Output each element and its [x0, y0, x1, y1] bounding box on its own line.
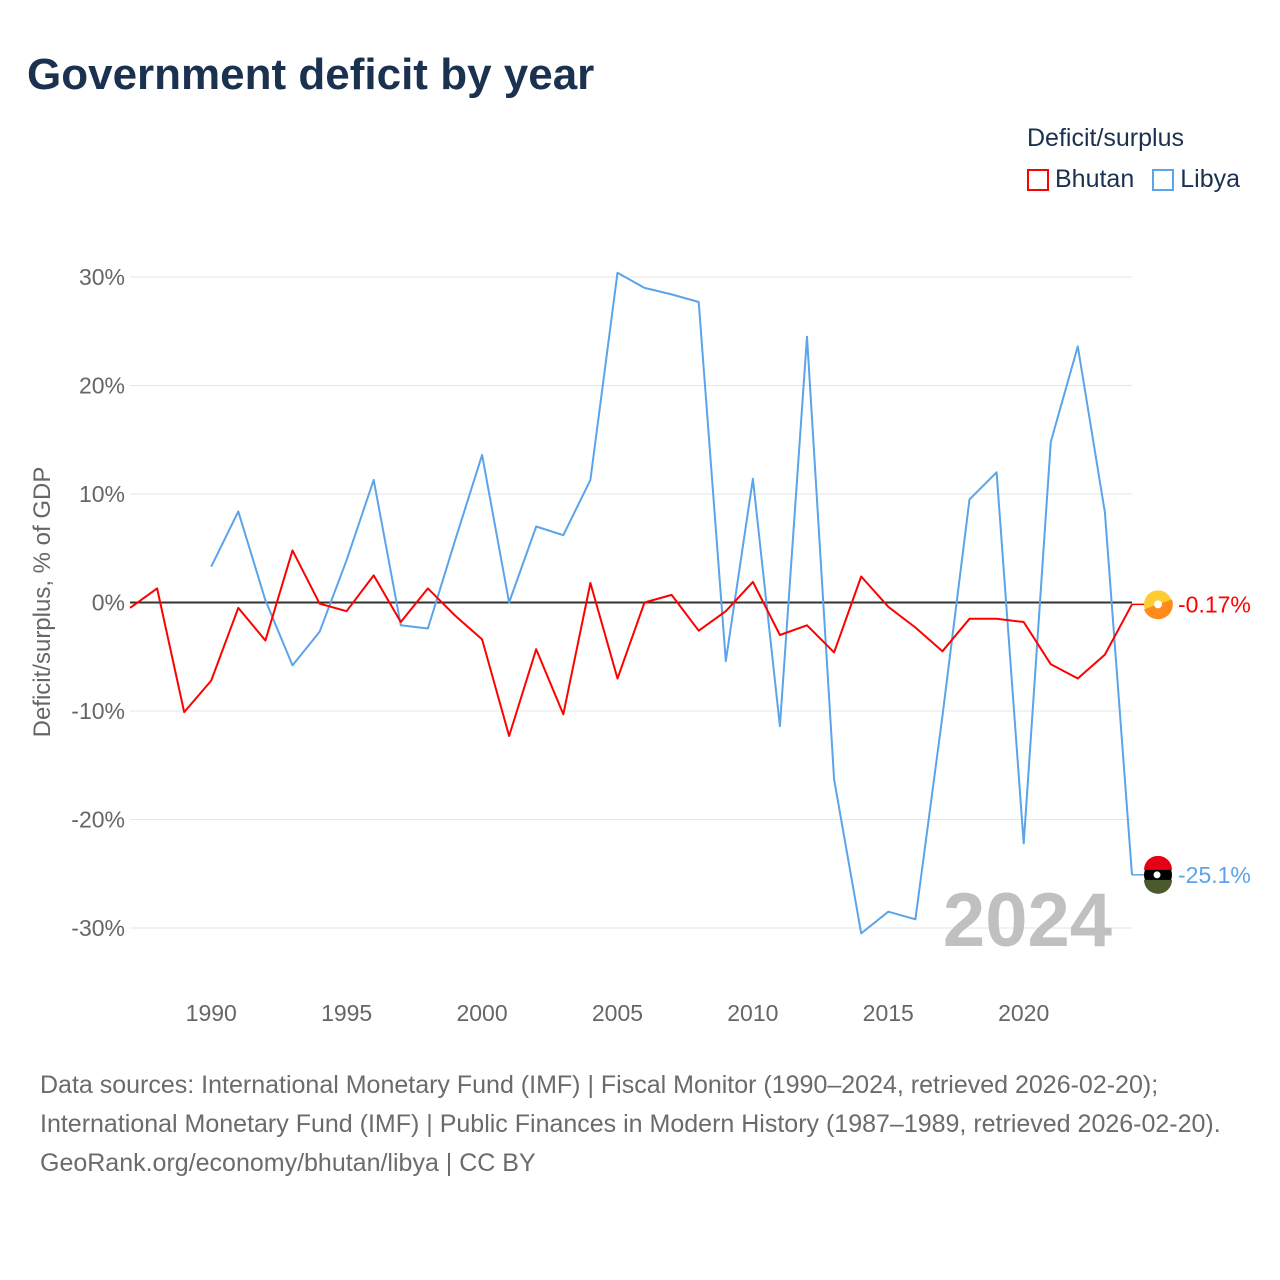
y-axis-label: Deficit/surplus, % of GDP [29, 467, 56, 738]
y-tick-label: -20% [71, 807, 125, 833]
x-tick-label: 1995 [321, 1000, 372, 1026]
legend-title: Deficit/surplus [1026, 124, 1184, 152]
end-value-label: -0.17% [1178, 591, 1251, 617]
legend-item-bhutan[interactable]: Bhutan [1026, 165, 1135, 194]
x-tick-label: 2015 [863, 1000, 914, 1026]
legend-label: Bhutan [1054, 165, 1135, 193]
y-tick-label: 30% [79, 264, 125, 290]
line-chart: 30% 20% 10% 0% -10% -20% -30% 1990 1995 2000 2005 2… [29, 264, 1251, 1026]
legend-item-libya[interactable]: Libya [1152, 165, 1240, 194]
flag-green [1144, 879, 1172, 894]
flag-dragon [1154, 600, 1162, 609]
x-tick-label: 1990 [186, 1000, 237, 1026]
x-tick-label: 2020 [998, 1000, 1049, 1026]
y-tick-label: -30% [71, 915, 125, 941]
footer: Data sources: International Monetary Fun… [40, 1066, 1240, 1183]
legend: Deficit/surplus Bhutan Libya [1026, 124, 1240, 194]
x-tick-label: 2000 [456, 1000, 507, 1026]
end-value-label: -25.1% [1178, 862, 1251, 888]
y-tick-label: -10% [71, 698, 125, 724]
credit-link[interactable]: GeoRank.org/economy/bhutan/libya | CC BY [40, 1149, 536, 1177]
year-watermark: 2024 [943, 878, 1112, 963]
x-tick-label: 2005 [592, 1000, 643, 1026]
legend-swatch-libya [1152, 168, 1175, 191]
legend-swatch-bhutan [1026, 168, 1049, 191]
series-line-libya [210, 271, 1133, 935]
series-line-bhutan [129, 549, 1133, 737]
libya-flag-icon [1144, 855, 1172, 894]
chart-title: Government deficit by year [27, 50, 595, 99]
bhutan-flag-icon [1144, 590, 1173, 620]
data-sources: Data sources: International Monetary Fun… [40, 1071, 1221, 1138]
y-tick-label: 10% [79, 481, 125, 507]
legend-label: Libya [1180, 165, 1240, 193]
flag-crescent [1153, 871, 1161, 879]
y-tick-label: 20% [79, 373, 125, 399]
flag-red [1144, 855, 1172, 870]
x-tick-label: 2010 [727, 1000, 778, 1026]
flag-orange [1144, 599, 1173, 620]
y-tick-label: 0% [92, 590, 125, 616]
